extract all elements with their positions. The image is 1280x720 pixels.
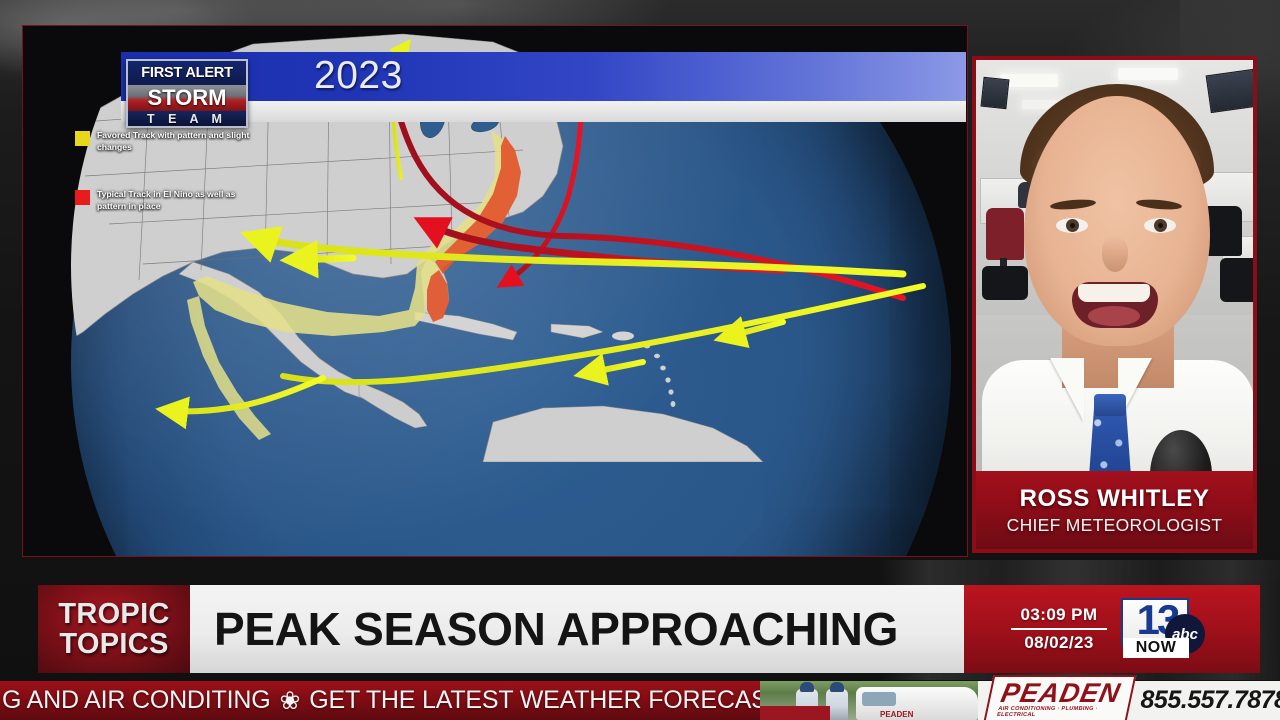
newsroom-chair [986, 208, 1024, 260]
anchor-tie [1088, 406, 1132, 471]
sponsor-logo: PEADEN AIR CONDITIONING · PLUMBING · ELE… [982, 675, 1136, 720]
sun-cloud-icon: ❀ [279, 686, 301, 715]
map-sub-bar [121, 101, 966, 122]
sponsor-photo: PEADEN [760, 681, 978, 720]
sponsor-photo-label: PEADEN [880, 710, 914, 719]
brand-line-2: TOPICS [59, 628, 169, 660]
sponsor-photo-accent [760, 706, 830, 720]
sponsor-brand-region: PEADEN AIR CONDITIONING · PLUMBING · ELE… [978, 675, 1280, 720]
logo-line-first-alert: FIRST ALERT [128, 61, 246, 85]
ceiling-monitor [1205, 68, 1253, 114]
weather-map-panel: 2023 FIRST ALERT STORM T E A M Favored T… [22, 25, 968, 557]
logo-line-storm: STORM [128, 85, 246, 111]
shirt-collar-left [1050, 358, 1084, 422]
track-yellow-south [280, 283, 926, 386]
track-red-recurve-us [381, 77, 906, 301]
pupil-right [1154, 219, 1167, 232]
legend-item-favored-track: Favored Track with pattern and slight ch… [75, 130, 265, 153]
map-title-bar: 2023 [121, 52, 966, 101]
ceiling-light [1118, 68, 1178, 80]
anchor-video-feed [976, 60, 1253, 471]
eyebrow-right [1135, 198, 1183, 211]
anchor-video-box: ROSS WHITLEY CHIEF METEOROLOGIST [972, 56, 1257, 553]
newsroom-chair [1220, 258, 1253, 302]
legend-swatch-red [75, 190, 90, 205]
brand-line-1: TROPIC [58, 598, 170, 630]
clock-widget: 03:09 PM 08/02/23 [1011, 605, 1107, 653]
clock-and-station-panel: 03:09 PM 08/02/23 13 abc NOW [964, 585, 1260, 673]
logo-line-team: T E A M [128, 111, 246, 126]
anchor-title-text: CHIEF METEOROLOGIST [1006, 514, 1223, 535]
sponsor-phone: 855.557.7878 [1140, 686, 1280, 714]
station-logo-suffix: NOW [1123, 638, 1189, 658]
anchor-head [1024, 96, 1210, 346]
segment-brand-tropic-topics: TROPIC TOPICS [38, 585, 190, 673]
eyebrow-left [1049, 198, 1097, 211]
map-overlay [71, 33, 926, 462]
ticker-text-region: G AND AIR CONDITING ❀ GET THE LATEST WEA… [0, 681, 760, 720]
anchor-nose [1102, 236, 1128, 272]
ceiling-light [1000, 74, 1058, 87]
map-legend: Favored Track with pattern and slight ch… [75, 130, 265, 248]
ceiling-light [1022, 100, 1066, 109]
sponsor-name: PEADEN [998, 678, 1124, 708]
anchor-teeth [1078, 284, 1150, 302]
clock-divider [1011, 628, 1107, 630]
anchor-mouth [1072, 282, 1158, 328]
anchor-name-plate: ROSS WHITLEY CHIEF METEOROLOGIST [976, 471, 1253, 549]
sponsor-ad: PEADEN PEADEN AIR CONDITIONING · PLUMBIN… [760, 675, 1280, 720]
headline-text: PEAK SEASON APPROACHING [214, 603, 899, 655]
sponsor-technician [826, 682, 848, 720]
station-logo-13abc-now: 13 abc NOW [1121, 596, 1213, 660]
news-ticker: G AND AIR CONDITING ❀ GET THE LATEST WEA… [0, 675, 1280, 720]
ticker-text-before: G AND AIR CONDITING [2, 686, 271, 714]
anchor-name-text: ROSS WHITLEY [1019, 484, 1210, 512]
track-yellow-chevron-3 [279, 239, 357, 279]
lower-third-bar: TROPIC TOPICS PEAK SEASON APPROACHING 03… [38, 585, 1260, 673]
pupil-left [1066, 219, 1079, 232]
first-alert-storm-team-logo: FIRST ALERT STORM T E A M [126, 59, 248, 128]
legend-item-typical-track: Typical Track in El Nino as well as patt… [75, 189, 265, 212]
sponsor-truck [856, 687, 978, 720]
clock-time: 03:09 PM [1020, 605, 1098, 624]
track-yellow-chevron-2 [573, 353, 646, 386]
track-yellow-chevron-1 [713, 316, 786, 348]
track-yellow-pacific-exit [155, 375, 326, 430]
map-year-title: 2023 [314, 54, 403, 97]
ceiling-monitor [980, 76, 1010, 110]
anchor-tie-knot [1094, 394, 1126, 416]
legend-label-typical-track: Typical Track in El Nino as well as patt… [97, 189, 236, 211]
clock-date: 08/02/23 [1024, 633, 1094, 652]
legend-swatch-yellow [75, 131, 90, 146]
newsroom-chair [982, 266, 1028, 300]
anchor-tongue [1088, 306, 1140, 326]
headline-panel: PEAK SEASON APPROACHING [190, 585, 964, 673]
legend-label-favored-track: Favored Track with pattern and slight ch… [97, 130, 250, 152]
ticker-text-after: GET THE LATEST WEATHER FORECAST ON MYF [309, 686, 760, 714]
